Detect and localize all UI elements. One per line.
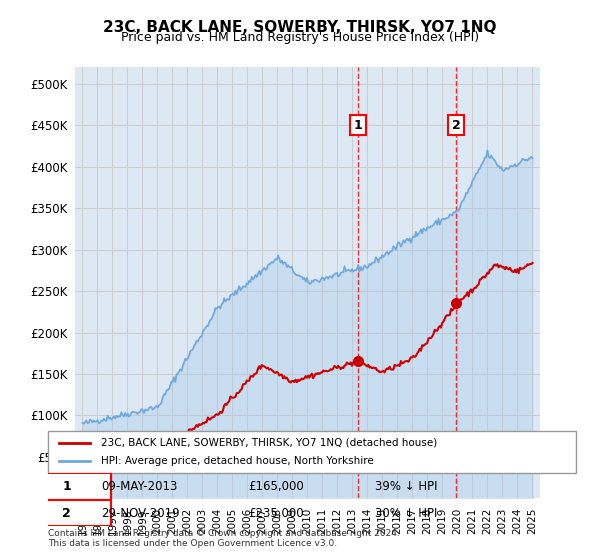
- FancyBboxPatch shape: [48, 431, 576, 473]
- Text: 09-MAY-2013: 09-MAY-2013: [101, 480, 177, 493]
- Text: 23C, BACK LANE, SOWERBY, THIRSK, YO7 1NQ (detached house): 23C, BACK LANE, SOWERBY, THIRSK, YO7 1NQ…: [101, 438, 437, 448]
- Text: 30% ↓ HPI: 30% ↓ HPI: [376, 507, 438, 520]
- Text: £235,000: £235,000: [248, 507, 304, 520]
- Text: This data is licensed under the Open Government Licence v3.0.: This data is licensed under the Open Gov…: [48, 539, 337, 548]
- Text: Contains HM Land Registry data © Crown copyright and database right 2024.: Contains HM Land Registry data © Crown c…: [48, 529, 400, 538]
- Text: Price paid vs. HM Land Registry's House Price Index (HPI): Price paid vs. HM Land Registry's House …: [121, 31, 479, 44]
- Text: 2: 2: [62, 507, 71, 520]
- FancyBboxPatch shape: [22, 473, 112, 500]
- Text: 2: 2: [452, 119, 461, 132]
- Text: 39% ↓ HPI: 39% ↓ HPI: [376, 480, 438, 493]
- Text: 1: 1: [353, 119, 362, 132]
- Text: 23C, BACK LANE, SOWERBY, THIRSK, YO7 1NQ: 23C, BACK LANE, SOWERBY, THIRSK, YO7 1NQ: [103, 20, 497, 35]
- Text: HPI: Average price, detached house, North Yorkshire: HPI: Average price, detached house, Nort…: [101, 456, 374, 466]
- Text: £165,000: £165,000: [248, 480, 304, 493]
- FancyBboxPatch shape: [22, 500, 112, 526]
- Text: 1: 1: [62, 480, 71, 493]
- Text: 29-NOV-2019: 29-NOV-2019: [101, 507, 179, 520]
